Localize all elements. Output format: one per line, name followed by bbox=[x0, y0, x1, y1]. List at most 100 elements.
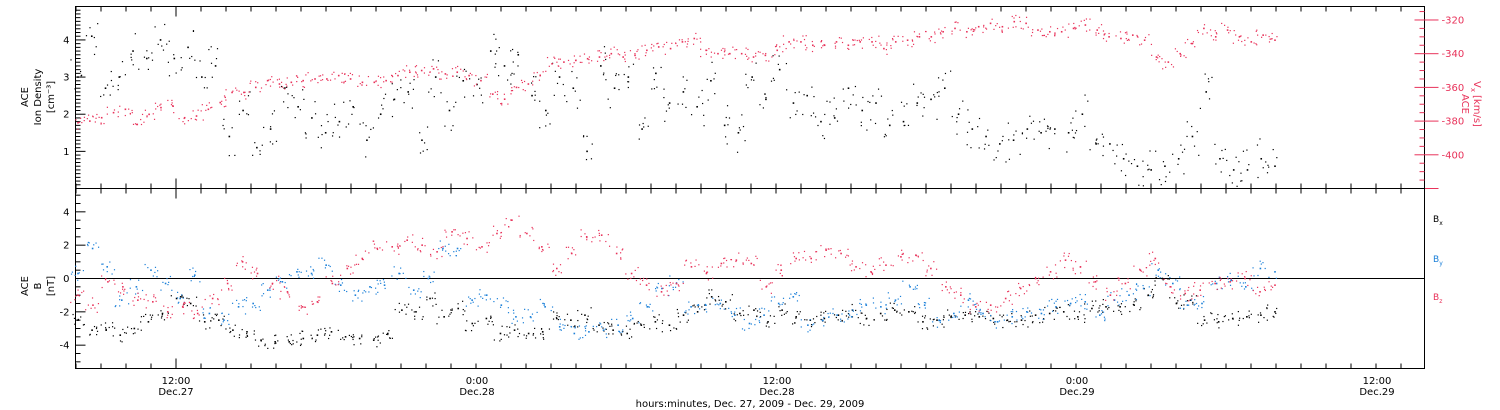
bz-point bbox=[989, 304, 992, 306]
by-point bbox=[1227, 281, 1230, 283]
bz-point bbox=[533, 239, 535, 242]
bx-point bbox=[661, 331, 663, 333]
bz-point bbox=[399, 245, 401, 247]
by-point bbox=[338, 290, 341, 292]
density-point bbox=[1029, 115, 1031, 117]
bz-point bbox=[92, 304, 94, 306]
velocity-point bbox=[856, 39, 858, 42]
velocity-point bbox=[629, 50, 632, 52]
density-point bbox=[326, 113, 328, 116]
density-point bbox=[686, 79, 688, 81]
bz-point bbox=[1118, 277, 1120, 280]
density-point bbox=[203, 87, 206, 89]
velocity-point bbox=[480, 79, 482, 82]
bx-point bbox=[77, 318, 79, 321]
bz-point bbox=[794, 260, 796, 262]
by-point bbox=[532, 320, 534, 322]
density-point bbox=[380, 113, 382, 116]
velocity-point bbox=[497, 98, 499, 100]
density-point bbox=[556, 82, 559, 85]
bz-point bbox=[592, 236, 594, 239]
bz-point bbox=[280, 290, 282, 293]
bx-point bbox=[342, 337, 344, 339]
density-point bbox=[916, 104, 918, 107]
bx-point bbox=[1274, 311, 1276, 313]
by-point bbox=[656, 286, 658, 288]
bx-point bbox=[492, 324, 494, 326]
velocity-point bbox=[490, 93, 492, 95]
velocity-point bbox=[705, 49, 707, 52]
velocity-point bbox=[532, 80, 534, 82]
x-tick-time: 0:00 bbox=[1066, 376, 1088, 387]
bz-point bbox=[960, 287, 962, 289]
bx-point bbox=[300, 338, 302, 340]
bx-point bbox=[950, 315, 952, 317]
density-point bbox=[603, 46, 606, 48]
density-point bbox=[814, 116, 817, 118]
bx-point bbox=[903, 309, 905, 311]
bz-point bbox=[706, 266, 708, 268]
by-point bbox=[828, 316, 830, 318]
velocity-point bbox=[286, 77, 288, 79]
density-point bbox=[1070, 122, 1072, 124]
by-point bbox=[574, 326, 576, 328]
by-point bbox=[408, 286, 410, 289]
bx-point bbox=[518, 332, 521, 335]
density-point bbox=[824, 113, 826, 116]
density-point bbox=[951, 115, 953, 118]
bz-point bbox=[620, 257, 622, 259]
bz-point bbox=[755, 255, 757, 257]
density-point bbox=[403, 102, 405, 104]
bz-point bbox=[926, 271, 928, 273]
bz-point bbox=[1059, 260, 1061, 262]
by-point bbox=[652, 310, 654, 312]
bz-point bbox=[963, 298, 965, 300]
bx-point bbox=[300, 343, 302, 345]
velocity-point bbox=[765, 60, 767, 62]
bx-point bbox=[1250, 313, 1252, 315]
by-point bbox=[1100, 313, 1103, 315]
density-point bbox=[1186, 135, 1188, 138]
velocity-point bbox=[619, 54, 621, 56]
by-point bbox=[1253, 275, 1255, 277]
bz-point bbox=[81, 291, 83, 294]
velocity-point bbox=[413, 75, 415, 78]
velocity-point bbox=[439, 78, 441, 80]
density-point bbox=[302, 89, 304, 91]
bz-point bbox=[1247, 284, 1249, 287]
bx-point bbox=[703, 304, 706, 306]
bz-point bbox=[950, 288, 952, 290]
velocity-point bbox=[757, 51, 759, 53]
velocity-point bbox=[720, 49, 723, 51]
by-point bbox=[269, 289, 271, 292]
bz-point bbox=[1139, 268, 1141, 270]
velocity-point bbox=[334, 78, 336, 80]
bx-point bbox=[860, 312, 862, 314]
velocity-point bbox=[341, 81, 343, 83]
by-point bbox=[1042, 318, 1044, 321]
top-left-tick-label: 4 bbox=[63, 35, 69, 46]
top-ylabel-line1: ACE bbox=[20, 87, 31, 107]
by-point bbox=[167, 284, 169, 286]
density-point bbox=[430, 88, 432, 90]
bx-point bbox=[896, 310, 898, 312]
density-point bbox=[1026, 128, 1029, 130]
velocity-point bbox=[1124, 32, 1127, 34]
velocity-point bbox=[1054, 33, 1056, 35]
bx-point bbox=[1092, 304, 1094, 307]
velocity-point bbox=[1007, 27, 1009, 29]
by-point bbox=[471, 299, 473, 301]
density-point bbox=[1101, 133, 1103, 135]
density-point bbox=[668, 107, 670, 109]
bz-point bbox=[311, 300, 313, 303]
velocity-point bbox=[375, 80, 377, 83]
bx-point bbox=[927, 328, 929, 330]
bx-point bbox=[506, 326, 508, 328]
bz-point bbox=[1171, 291, 1173, 294]
velocity-point bbox=[776, 49, 779, 52]
bx-point bbox=[669, 330, 672, 332]
by-point bbox=[500, 304, 503, 306]
by-point bbox=[627, 319, 629, 322]
velocity-point bbox=[349, 78, 352, 80]
bz-point bbox=[839, 249, 841, 252]
